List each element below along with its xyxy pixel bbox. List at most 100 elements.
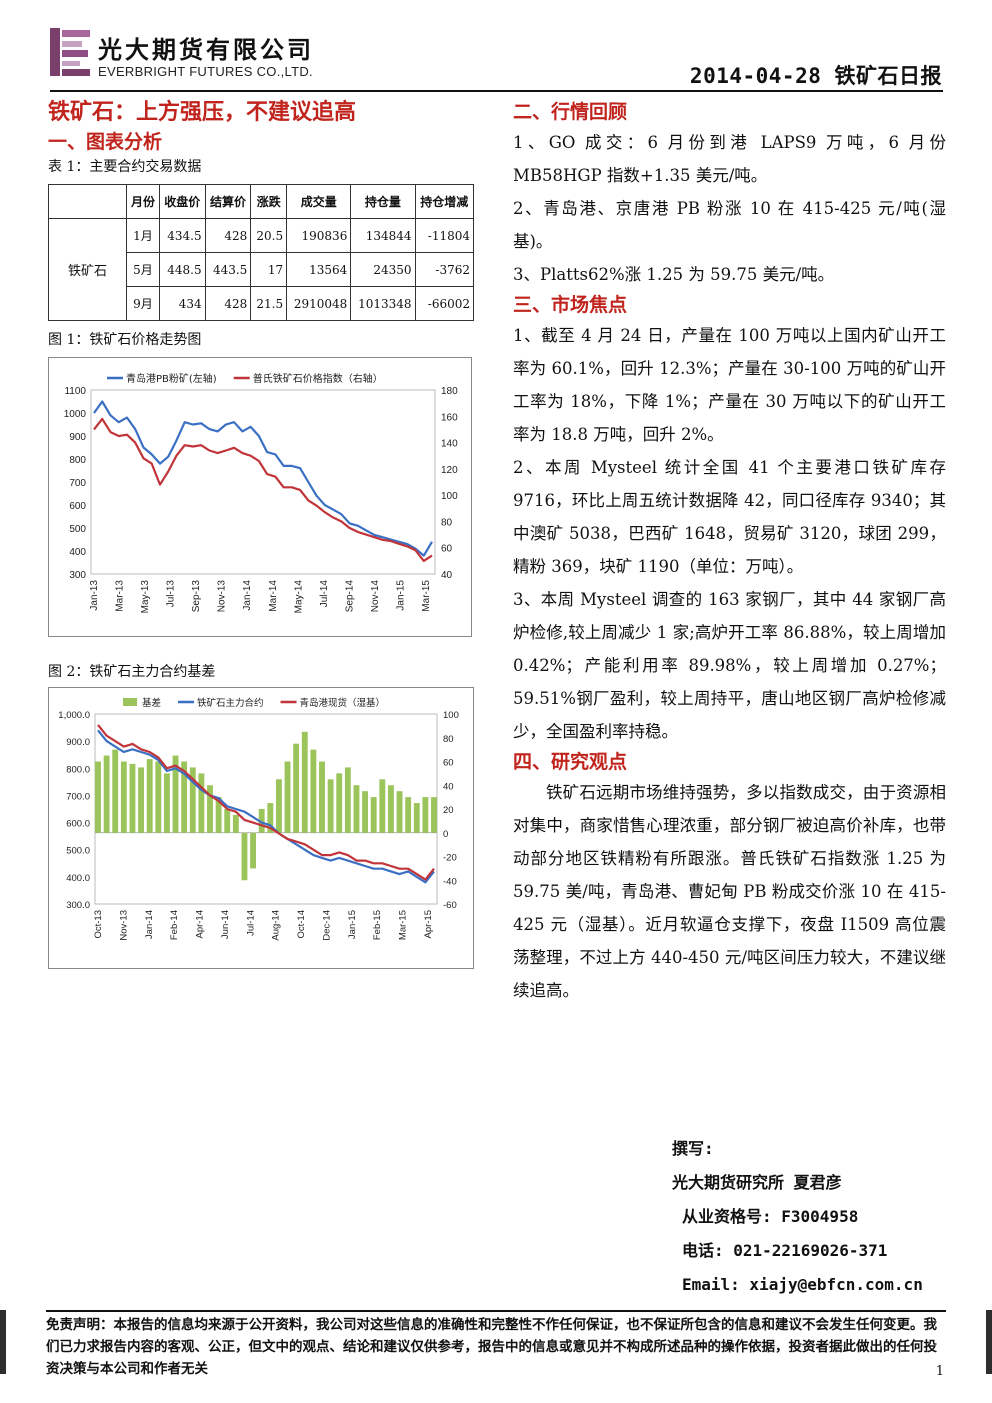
- basis-bar: [370, 797, 377, 833]
- x-tick-label: Jan-14: [144, 910, 155, 939]
- y-right-tick-label: 0: [443, 829, 448, 840]
- series-line: [97, 729, 435, 884]
- y-left-tick-label: 500.0: [66, 846, 90, 857]
- author-org-name: 光大期货研究所 夏君彦: [672, 1173, 842, 1192]
- x-tick-label: Nov-13: [118, 910, 129, 941]
- table-header-cell: 持仓量: [350, 184, 416, 219]
- x-tick-label: Feb-14: [169, 910, 180, 940]
- table-cell: 443.5: [204, 252, 252, 287]
- left-edge-mark: [0, 1310, 6, 1374]
- figure1-chart: 1100 1000 900 800 700 600 500 400 300 180 160 140 12…: [48, 357, 472, 637]
- market-review-item: 1、GO 成交：6 月份到港 LAPS9 万吨，6 月份 MB58HGP 指数+…: [513, 133, 946, 185]
- x-tick-label: Jan-15: [347, 910, 358, 939]
- basis-bar: [181, 761, 188, 833]
- figure2-chart: 1,000.0 900.0 800.0 700.0 600.0 500.0 400.0 300…: [48, 687, 474, 969]
- legend-label: 铁矿石主力合约: [197, 697, 264, 709]
- basis-bar: [344, 767, 351, 833]
- y-right-tick-label: -40: [443, 876, 457, 887]
- basis-bar: [138, 767, 145, 833]
- table-row: 5月 448.5 443.5 17 13564 24350 -3762: [49, 252, 475, 287]
- y-right-tick-label: 100: [441, 491, 458, 502]
- y-right-tick-label: 40: [443, 781, 454, 792]
- figure1-caption: 图 1：铁矿石价格走势图: [48, 332, 202, 348]
- author-phone: 电话: 021-22169026-371: [682, 1241, 888, 1260]
- basis-chart-svg: 1,000.0 900.0 800.0 700.0 600.0 500.0 400.0 300…: [58, 697, 459, 941]
- table-cell: 5月: [126, 252, 160, 287]
- section-market-focus-title: 三、市场焦点: [513, 294, 628, 316]
- table-cell: 24350: [350, 252, 416, 287]
- y-left-tick-label: 700: [69, 478, 86, 489]
- y-right-tick-label: 80: [443, 734, 454, 745]
- y-right-tick-label: 60: [441, 544, 453, 555]
- y-left-tick-label: 400.0: [66, 873, 90, 884]
- basis-bar: [293, 743, 300, 833]
- disclaimer: 免责声明：本报告的信息均来源于公开资料，我公司对这些信息的准确性和完整性不作任何…: [46, 1310, 946, 1380]
- author-license: 从业资格号: F3004958: [682, 1207, 859, 1226]
- basis-bar: [215, 797, 222, 833]
- x-tick-label: Feb-15: [372, 910, 383, 940]
- table-cell: 9月: [126, 286, 160, 321]
- basis-bar: [353, 785, 360, 833]
- y-left-tick-label: 400: [69, 547, 86, 558]
- table-caption: 表 1：主要合约交易数据: [48, 159, 202, 175]
- y-left-tick-label: 300.0: [66, 900, 90, 911]
- author-label: 撰写:: [672, 1139, 714, 1158]
- basis-bar: [319, 761, 325, 833]
- table-cell: 21.5: [250, 286, 288, 321]
- legend-swatch: [123, 698, 137, 706]
- basis-bar: [189, 767, 196, 833]
- y-left-tick-label: 900.0: [66, 737, 90, 748]
- y-right-tick-label: 180: [441, 386, 458, 397]
- x-tick-label: Mar-15: [421, 580, 432, 612]
- right-edge-mark: [986, 1310, 992, 1374]
- x-tick-label: May-13: [140, 580, 151, 614]
- legend-label: 普氏铁矿石价格指数（右轴）: [253, 372, 383, 385]
- author-email: Email: xiajy@ebfcn.com.cn: [682, 1275, 923, 1294]
- table-cell: 428: [204, 218, 252, 253]
- table-header-cell: 月份: [126, 184, 160, 219]
- header-divider: [50, 90, 943, 92]
- table-cell: 190836: [286, 218, 352, 253]
- y-right-tick-label: 20: [443, 805, 454, 816]
- author-block: 撰写: 光大期货研究所 夏君彦 从业资格号: F3004958 电话: 021-…: [672, 1132, 923, 1302]
- plot-area: [94, 713, 438, 905]
- table-header-cell: 成交量: [286, 184, 352, 219]
- table-cell: -3762: [414, 252, 475, 287]
- basis-bar: [112, 749, 119, 833]
- table-header-blank: [48, 184, 127, 219]
- y-right-tick-label: 80: [441, 517, 453, 528]
- basis-bar: [301, 731, 308, 833]
- x-tick-label: Apr-15: [423, 910, 434, 939]
- basis-bar: [198, 773, 205, 833]
- table-header-cell: 持仓增减: [414, 184, 475, 219]
- y-right-tick-label: 120: [441, 465, 458, 476]
- table-cell: 1013348: [350, 286, 416, 321]
- market-review-item: 2、青岛港、京唐港 PB 粉涨 10 在 415-425 元/吨(湿基)。: [513, 199, 946, 251]
- basis-bar: [396, 791, 403, 833]
- basis-bar: [120, 761, 127, 833]
- y-left-tick-label: 800: [69, 455, 86, 466]
- section-market-review-title: 二、行情回顾: [513, 101, 628, 123]
- table-cell: 2910048: [286, 286, 352, 321]
- x-tick-label: Jan-15: [395, 580, 406, 611]
- product-name-cell: 铁矿石: [48, 218, 127, 321]
- basis-bar: [284, 761, 291, 833]
- company-name-cn: 光大期货有限公司: [98, 35, 314, 64]
- x-tick-label: May-14: [293, 580, 304, 614]
- y-right-tick-label: 140: [441, 439, 458, 450]
- table-cell: 134844: [350, 218, 416, 253]
- market-review-item: 3、Platts62%涨 1.25 为 59.75 美元/吨。: [513, 265, 835, 284]
- y-right-tick-label: 100: [443, 710, 459, 721]
- research-view-paragraph: 铁矿石远期市场维持强势，多以指数成交，由于资源相对集中，商家惜售心理浓重，部分钢…: [513, 783, 946, 1000]
- table-cell: 17: [250, 252, 288, 287]
- basis-bar: [207, 785, 213, 833]
- market-focus-item: 3、本周 Mysteel 调查的 163 家钢厂，其中 44 家钢厂高炉检修,较…: [513, 590, 946, 741]
- basis-bar: [163, 773, 170, 833]
- y-right-tick-label: 160: [441, 412, 458, 423]
- y-left-tick-label: 300: [69, 570, 86, 581]
- table-cell: 13564: [286, 252, 352, 287]
- x-tick-label: Mar-13: [115, 580, 126, 612]
- table-header-row: 月份 收盘价 结算价 涨跌 成交量 持仓量 持仓增减: [48, 184, 475, 219]
- x-tick-label: Oct-14: [296, 910, 307, 939]
- basis-bar: [103, 755, 110, 833]
